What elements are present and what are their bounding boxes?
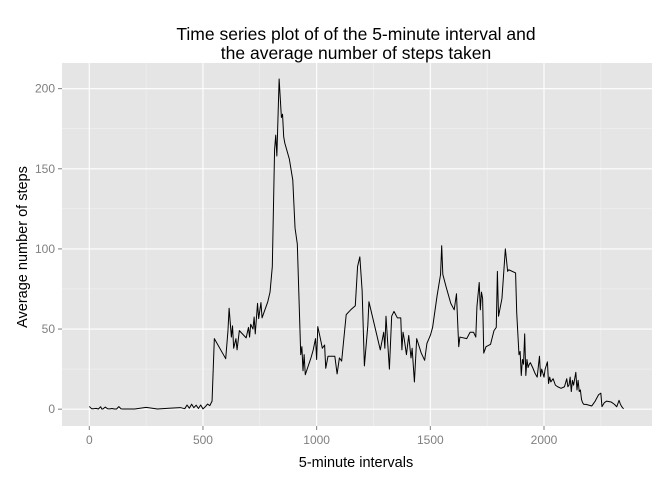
x-axis-ticks: 0 500 1000 1500 2000 — [86, 426, 558, 447]
plot-panel — [62, 63, 652, 426]
minor-gridlines — [62, 63, 652, 426]
y-axis-ticks: 0 50 100 150 200 — [35, 82, 62, 416]
chart-title-line-1: Time series plot of of the 5-minute inte… — [176, 24, 535, 44]
y-tick-label: 0 — [48, 402, 55, 416]
y-tick-label: 100 — [35, 242, 55, 256]
x-tick-label: 1500 — [417, 433, 444, 447]
y-axis-title: Average number of steps — [15, 166, 31, 328]
y-tick-label: 200 — [35, 82, 55, 96]
x-tick-label: 1000 — [303, 433, 330, 447]
x-tick-label: 0 — [86, 433, 93, 447]
y-tick-label: 150 — [35, 162, 55, 176]
x-axis-title: 5-minute intervals — [299, 455, 413, 471]
major-gridlines — [62, 63, 652, 426]
x-tick-label: 500 — [193, 433, 213, 447]
chart-title-line-2: the average number of steps taken — [221, 43, 491, 63]
x-tick-label: 2000 — [531, 433, 558, 447]
y-tick-label: 50 — [42, 322, 56, 336]
series-layer — [88, 78, 624, 410]
series-line — [88, 78, 624, 410]
